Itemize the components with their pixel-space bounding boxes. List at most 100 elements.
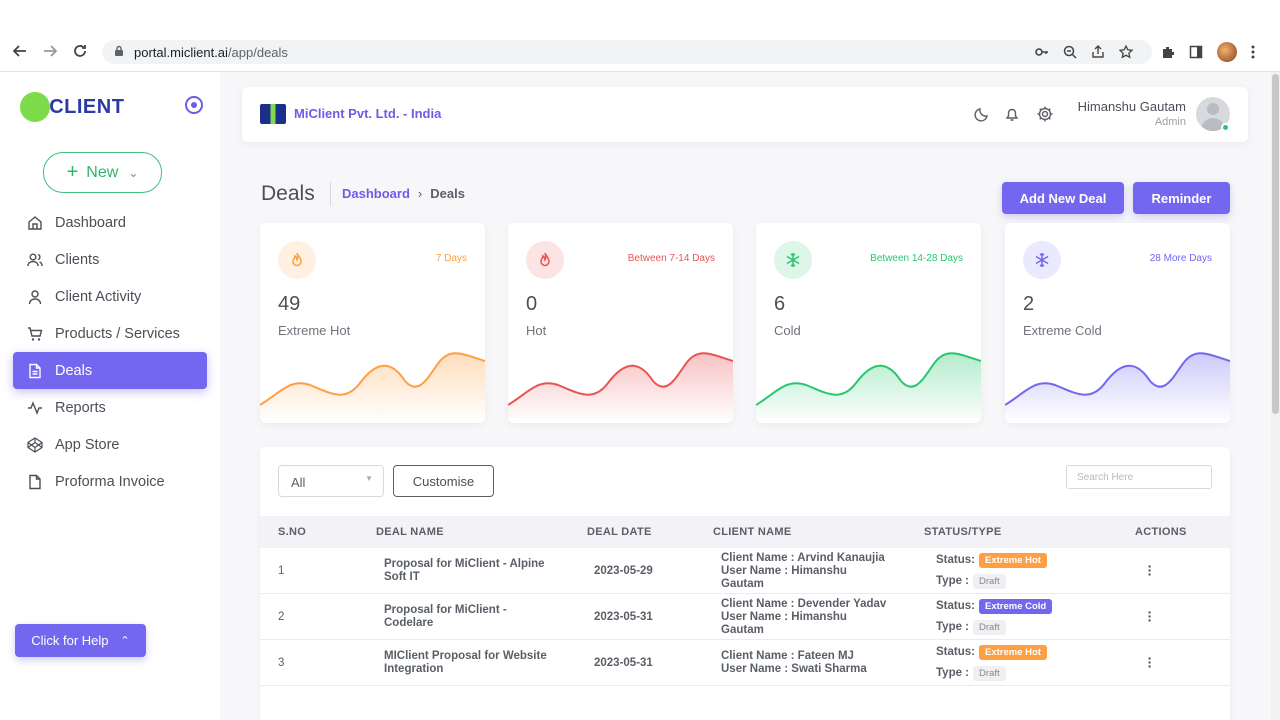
column-header-client-name[interactable]: CLIENT NAME bbox=[713, 526, 792, 538]
sidebar-menu: Dashboard Clients Client Activity Produc… bbox=[13, 204, 207, 500]
zoom-icon[interactable] bbox=[1063, 45, 1077, 59]
deal-name-line: Proposal for MiClient - bbox=[384, 604, 507, 616]
activity-icon bbox=[25, 398, 45, 418]
column-header-sno[interactable]: S.NO bbox=[278, 526, 307, 538]
sidebar-item-app-store[interactable]: App Store bbox=[13, 426, 207, 463]
column-header-deal-name[interactable]: DEAL NAME bbox=[376, 526, 444, 538]
url-path: /app/deals bbox=[227, 44, 288, 60]
file-icon bbox=[25, 472, 45, 492]
sidebar-item-client-activity[interactable]: Client Activity bbox=[13, 278, 207, 315]
sidebar-toggle-icon[interactable] bbox=[185, 96, 203, 114]
sidebar-item-products-services[interactable]: Products / Services bbox=[13, 315, 207, 352]
type-badge: Draft bbox=[973, 620, 1006, 635]
title-divider bbox=[330, 182, 331, 206]
browser-menu-icon[interactable] bbox=[1251, 45, 1255, 59]
cell-deal-name[interactable]: Proposal for MiClient - Alpine Soft IT bbox=[384, 558, 545, 584]
back-arrow-icon[interactable] bbox=[9, 40, 31, 62]
row-actions-kebab-icon[interactable]: · · · bbox=[1147, 604, 1153, 628]
cart-icon bbox=[25, 324, 45, 344]
row-actions-kebab-icon[interactable]: · · · bbox=[1147, 558, 1153, 582]
chevron-down-icon: ⌄ bbox=[128, 165, 139, 180]
forward-arrow-icon[interactable] bbox=[39, 40, 61, 62]
bell-icon[interactable] bbox=[1002, 104, 1022, 124]
share-icon[interactable] bbox=[1091, 45, 1105, 59]
cell-sno: 2 bbox=[278, 611, 285, 623]
status-prefix: Status: bbox=[936, 600, 975, 612]
sidebar-item-proforma-invoice[interactable]: Proforma Invoice bbox=[13, 463, 207, 500]
sidebar-item-clients[interactable]: Clients bbox=[13, 241, 207, 278]
stat-card-extreme-hot: 7 Days 49 Extreme Hot bbox=[260, 223, 485, 423]
caret-down-icon: ▼ bbox=[365, 474, 373, 483]
extensions-icon[interactable] bbox=[1161, 45, 1175, 59]
cell-client-name: Client Name : Fateen MJ User Name : Swat… bbox=[721, 650, 867, 676]
stat-range: 28 More Days bbox=[1149, 253, 1212, 264]
type-line: Type : Draft bbox=[936, 574, 1006, 589]
type-prefix: Type : bbox=[936, 667, 970, 679]
column-header-status-type[interactable]: STATUS/TYPE bbox=[924, 526, 1002, 538]
breadcrumb-dashboard-link[interactable]: Dashboard bbox=[342, 186, 410, 201]
app-logo[interactable]: MiCLIENT bbox=[20, 92, 124, 122]
help-button[interactable]: Click for Help ⌃ bbox=[15, 624, 146, 657]
stat-card-hot: Between 7-14 Days 0 Hot bbox=[508, 223, 733, 423]
deals-table-panel: All ▼ Customise S.NO DEAL NAME DEAL DATE… bbox=[260, 447, 1230, 720]
type-line: Type : Draft bbox=[936, 666, 1006, 681]
cell-sno: 1 bbox=[278, 565, 285, 577]
home-icon bbox=[25, 213, 45, 233]
user-icon bbox=[25, 287, 45, 307]
status-line: Status: Extreme Hot bbox=[936, 645, 1047, 660]
customise-button[interactable]: Customise bbox=[393, 465, 494, 497]
cell-deal-date: 2023-05-31 bbox=[594, 657, 653, 669]
key-icon[interactable] bbox=[1035, 45, 1049, 59]
main-content: MiClient Pvt. Ltd. - India Himanshu Gaut… bbox=[220, 72, 1280, 720]
avatar[interactable] bbox=[1196, 97, 1230, 131]
page-scrollbar-thumb[interactable] bbox=[1272, 74, 1279, 414]
browser-profile-avatar[interactable] bbox=[1217, 42, 1237, 62]
user-role: Admin bbox=[1154, 116, 1186, 128]
add-new-deal-button[interactable]: Add New Deal bbox=[1002, 182, 1124, 214]
table-row: 1 Proposal for MiClient - Alpine Soft IT… bbox=[260, 548, 1230, 594]
logo-mark bbox=[20, 92, 50, 122]
row-actions-kebab-icon[interactable]: · · · bbox=[1147, 650, 1153, 674]
stat-range: Between 7-14 Days bbox=[627, 253, 715, 264]
cell-deal-name[interactable]: Proposal for MiClient - Codelare bbox=[384, 604, 507, 630]
deal-name-line: MIClient Proposal for Website bbox=[384, 650, 547, 662]
sidepanel-icon[interactable] bbox=[1189, 45, 1203, 59]
user-name-line: User Name : Himanshu bbox=[721, 565, 847, 577]
reload-icon[interactable] bbox=[69, 40, 91, 62]
user-name[interactable]: Himanshu Gautam bbox=[1077, 99, 1186, 114]
cell-deal-name[interactable]: MIClient Proposal for Website Integratio… bbox=[384, 650, 547, 676]
stat-range: 7 Days bbox=[435, 253, 467, 264]
sidebar-item-dashboard[interactable]: Dashboard bbox=[13, 204, 207, 241]
status-prefix: Status: bbox=[936, 646, 975, 658]
filter-select[interactable]: All ▼ bbox=[278, 465, 384, 497]
stat-label: Cold bbox=[774, 323, 801, 338]
company-name[interactable]: MiClient Pvt. Ltd. - India bbox=[294, 106, 442, 121]
reminder-button[interactable]: Reminder bbox=[1133, 182, 1230, 214]
fire-icon bbox=[526, 241, 564, 279]
browser-toolbar: portal.miclient.ai/app/deals bbox=[0, 0, 1280, 72]
column-header-deal-date[interactable]: DEAL DATE bbox=[587, 526, 652, 538]
new-button[interactable]: + New ⌄ bbox=[43, 152, 162, 193]
trend-wave-chart bbox=[260, 352, 485, 423]
stat-label: Extreme Hot bbox=[278, 323, 351, 338]
new-button-label: New bbox=[86, 163, 119, 181]
moon-icon[interactable] bbox=[972, 104, 992, 124]
deal-name-line: Codelare bbox=[384, 617, 434, 629]
address-bar[interactable]: portal.miclient.ai/app/deals bbox=[102, 40, 1152, 64]
trend-wave-chart bbox=[508, 352, 733, 423]
cell-deal-date: 2023-05-29 bbox=[594, 565, 653, 577]
online-status-dot bbox=[1221, 123, 1230, 132]
search-input[interactable] bbox=[1066, 465, 1212, 489]
sidebar-item-label: Clients bbox=[55, 251, 100, 268]
user-name-line: Gautam bbox=[721, 624, 764, 636]
cell-client-name: Client Name : Arvind Kanaujia User Name … bbox=[721, 552, 885, 591]
status-badge: Extreme Cold bbox=[978, 599, 1053, 614]
status-badge: Extreme Hot bbox=[978, 645, 1047, 660]
gear-icon[interactable] bbox=[1035, 104, 1055, 124]
sidebar-item-deals[interactable]: Deals bbox=[13, 352, 207, 389]
table-row: 3 MIClient Proposal for Website Integrat… bbox=[260, 640, 1230, 686]
status-line: Status: Extreme Cold bbox=[936, 599, 1053, 614]
sidebar-item-reports[interactable]: Reports bbox=[13, 389, 207, 426]
star-icon[interactable] bbox=[1119, 45, 1133, 59]
sidebar-item-label: App Store bbox=[55, 436, 120, 453]
